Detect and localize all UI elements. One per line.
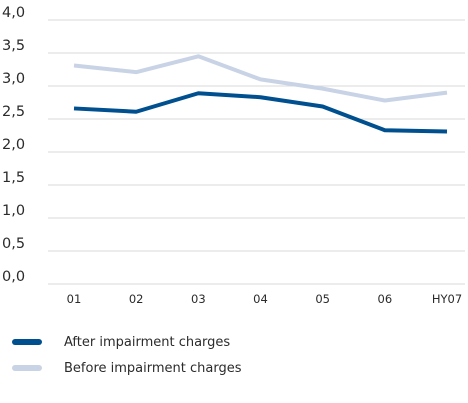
y-tick-label: 1,5 (2, 170, 25, 186)
y-tick-label: 2,0 (2, 137, 25, 153)
x-tick-label: 06 (378, 292, 393, 306)
line-chart: 0,0 0,5 1,0 1,5 2,0 2,5 3,0 3,5 4,0 01 02 03 04 05 06… (2, 5, 465, 306)
x-tick-label: 05 (315, 292, 330, 306)
y-tick-label: 3,5 (2, 38, 25, 54)
legend: After impairment charges Before impairme… (12, 329, 452, 381)
legend-item-after: After impairment charges (12, 329, 452, 355)
y-axis-ticks: 0,0 0,5 1,0 1,5 2,0 2,5 3,0 3,5 4,0 (2, 5, 25, 285)
series-line-after (73, 91, 448, 134)
legend-label-before: Before impairment charges (64, 360, 242, 376)
x-axis-ticks: 01 02 03 04 05 06 HY07 (67, 292, 462, 306)
series-line-before (73, 54, 448, 103)
x-tick-label: 04 (253, 292, 268, 306)
series-lines (73, 54, 448, 134)
x-tick-label: 02 (129, 292, 144, 306)
legend-label-after: After impairment charges (64, 334, 231, 350)
y-tick-label: 0,5 (2, 236, 25, 252)
legend-item-before: Before impairment charges (12, 355, 452, 381)
x-tick-label: 01 (67, 292, 82, 306)
y-tick-label: 4,0 (2, 5, 25, 21)
x-tick-label: HY07 (432, 292, 462, 306)
y-tick-label: 1,0 (2, 203, 25, 219)
legend-swatch-before (12, 365, 42, 371)
y-tick-label: 2,5 (2, 104, 25, 120)
gridlines (48, 19, 465, 285)
legend-swatch-after (12, 339, 42, 345)
x-tick-label: 03 (191, 292, 206, 306)
y-tick-label: 3,0 (2, 71, 25, 87)
y-tick-label: 0,0 (2, 269, 25, 285)
